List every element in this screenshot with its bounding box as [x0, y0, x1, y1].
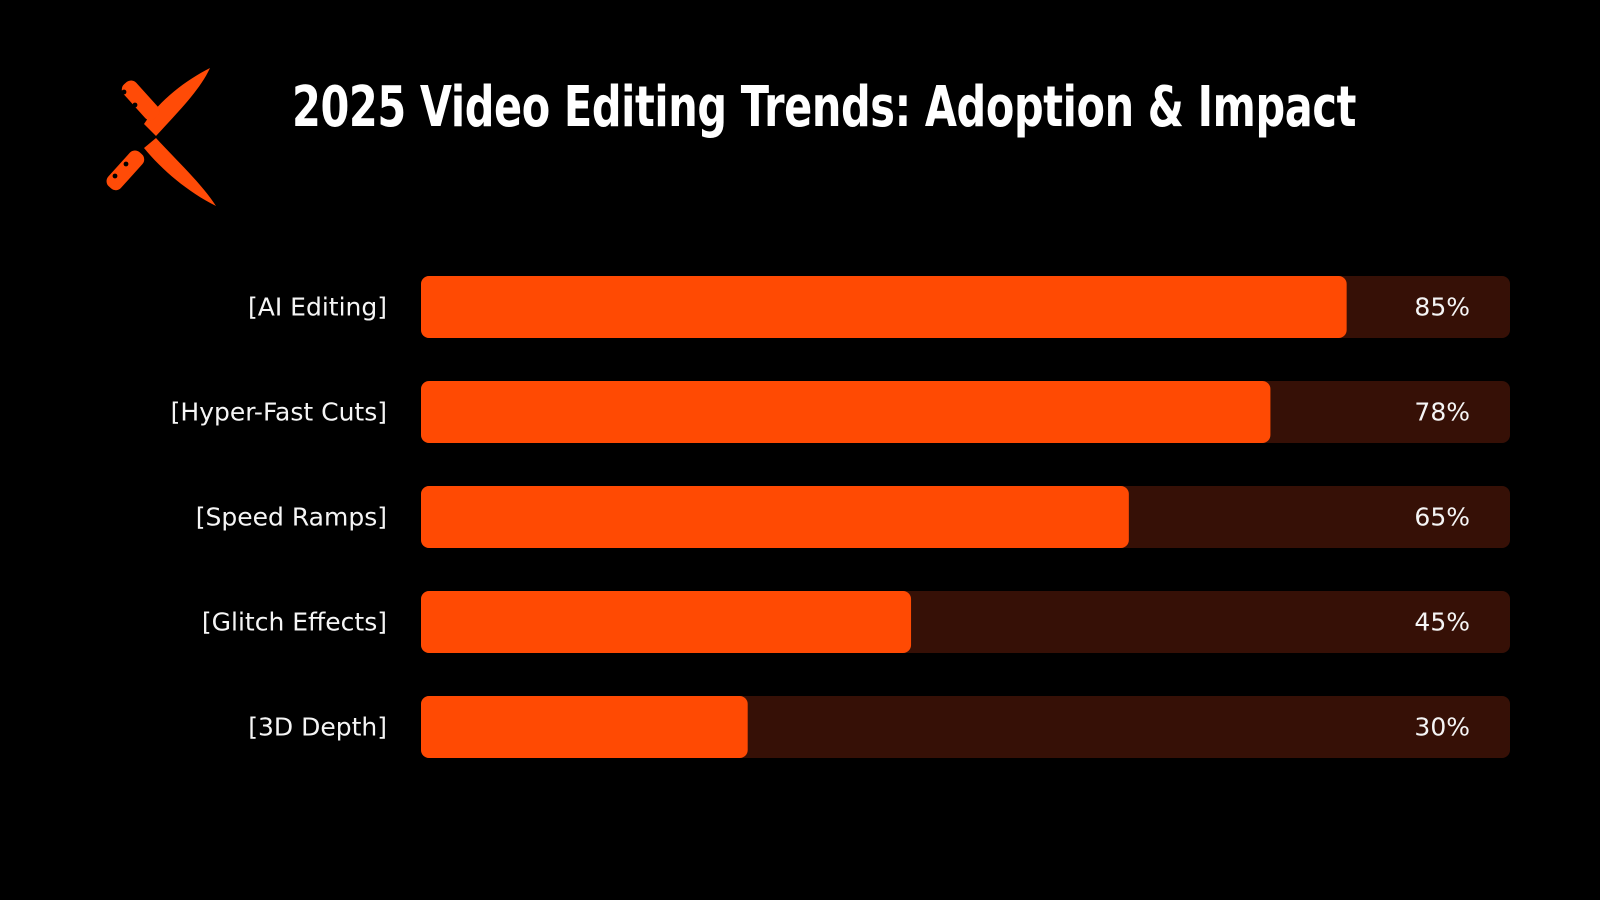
value-label: 45% [1414, 608, 1470, 637]
bar [421, 381, 1271, 443]
value-label: 78% [1414, 398, 1470, 427]
bar [421, 696, 748, 758]
chart-title: 2025 Video Editing Trends: Adoption & Im… [292, 75, 1357, 140]
value-label: 30% [1414, 713, 1470, 742]
category-label: [3D Depth] [248, 713, 387, 742]
category-label: [Glitch Effects] [202, 608, 387, 637]
crossed-knives-icon [106, 68, 216, 206]
category-label: [Speed Ramps] [196, 503, 387, 532]
value-label: 85% [1414, 293, 1470, 322]
value-label: 65% [1414, 503, 1470, 532]
bar [421, 486, 1129, 548]
category-label: [Hyper-Fast Cuts] [171, 398, 387, 427]
bar [421, 591, 912, 653]
category-label: [AI Editing] [248, 293, 387, 322]
bar [421, 276, 1347, 338]
